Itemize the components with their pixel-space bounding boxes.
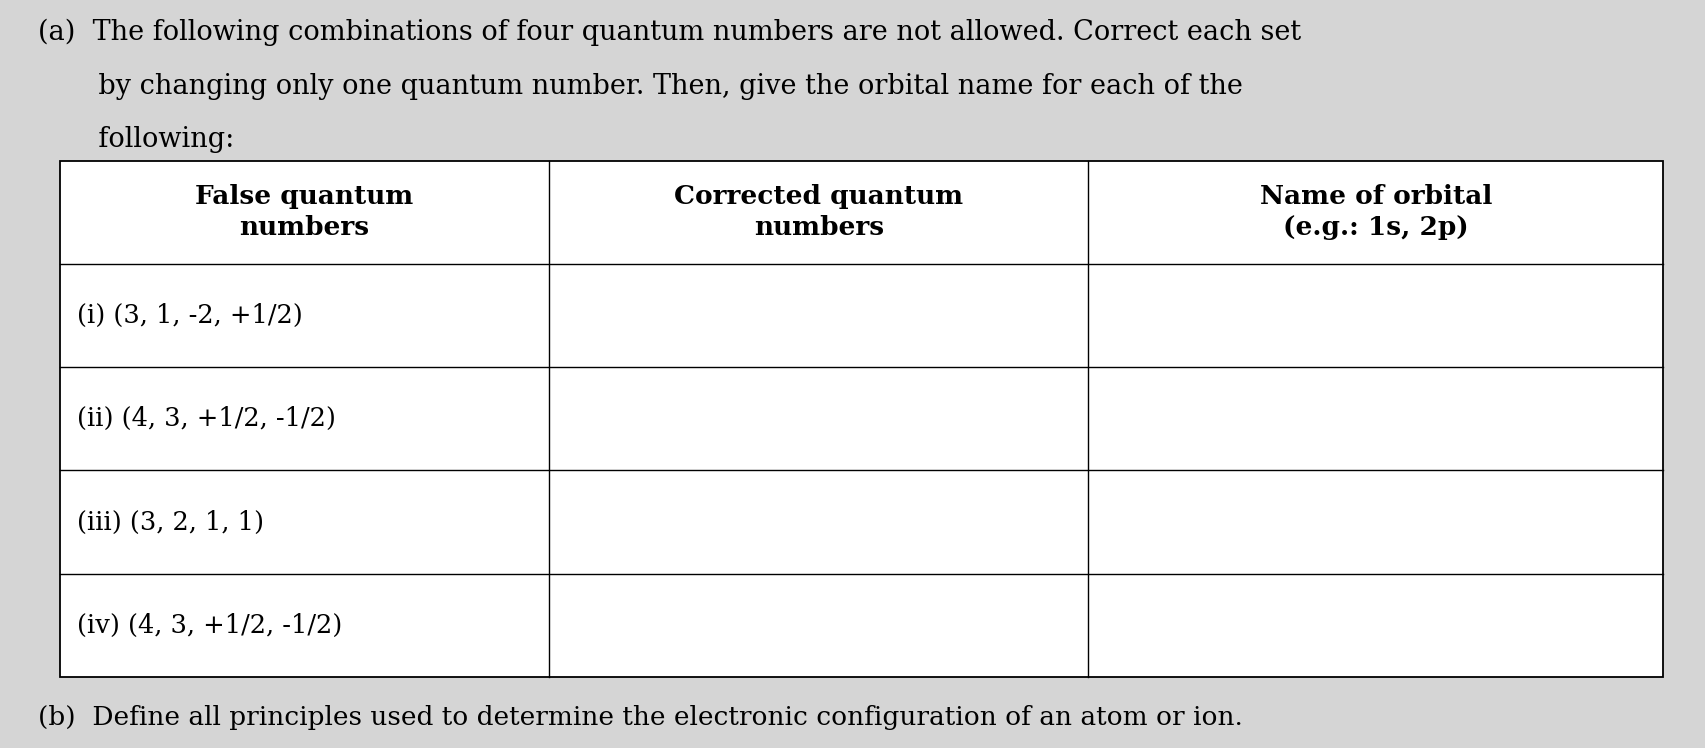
Text: Corrected quantum
numbers: Corrected quantum numbers bbox=[673, 185, 963, 240]
Text: (b)  Define all principles used to determine the electronic configuration of an : (b) Define all principles used to determ… bbox=[38, 705, 1241, 730]
Text: False quantum
numbers: False quantum numbers bbox=[196, 185, 413, 240]
Text: (iv) (4, 3, +1/2, -1/2): (iv) (4, 3, +1/2, -1/2) bbox=[77, 613, 341, 638]
Text: following:: following: bbox=[38, 126, 234, 153]
Text: by changing only one quantum number. Then, give the orbital name for each of the: by changing only one quantum number. The… bbox=[38, 73, 1241, 99]
Text: (i) (3, 1, -2, +1/2): (i) (3, 1, -2, +1/2) bbox=[77, 303, 302, 328]
Text: (ii) (4, 3, +1/2, -1/2): (ii) (4, 3, +1/2, -1/2) bbox=[77, 406, 336, 432]
Text: (iii) (3, 2, 1, 1): (iii) (3, 2, 1, 1) bbox=[77, 509, 264, 535]
Text: (a)  The following combinations of four quantum numbers are not allowed. Correct: (a) The following combinations of four q… bbox=[38, 19, 1299, 46]
Text: Name of orbital
(e.g.: 1s, 2p): Name of orbital (e.g.: 1s, 2p) bbox=[1258, 185, 1492, 240]
